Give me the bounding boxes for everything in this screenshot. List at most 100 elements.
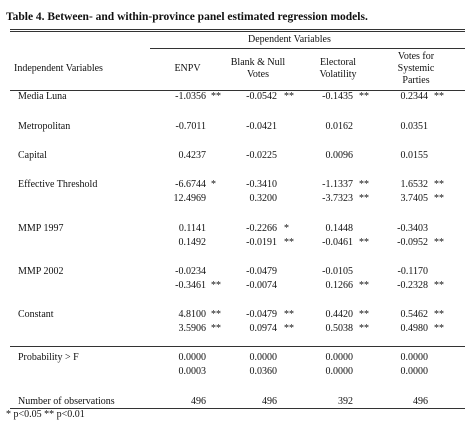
cell-value: -3.7323	[322, 193, 353, 204]
cell-value: -0.0461	[322, 237, 353, 248]
significance: **	[359, 280, 369, 291]
rule	[10, 90, 465, 91]
cell-value: 0.0360	[249, 366, 278, 377]
cell-value: -0.3410	[246, 179, 277, 190]
significance: **	[284, 91, 294, 102]
significance: **	[211, 323, 221, 334]
rule	[10, 346, 465, 347]
cell-value: 0.0000	[249, 352, 278, 363]
cell-value: 0.0000	[400, 366, 429, 377]
cell-value: 0.5462	[400, 309, 429, 320]
row-label: Effective Threshold	[18, 179, 98, 190]
cell-value: 0.4980	[400, 323, 429, 334]
significance: *	[211, 179, 216, 190]
cell-value: 0.1492	[178, 237, 207, 248]
significance: **	[434, 179, 444, 190]
significance: **	[434, 237, 444, 248]
cell-value: -0.0479	[246, 309, 277, 320]
significance: **	[284, 237, 294, 248]
cell-value: 1.6532	[400, 179, 429, 190]
cell-value: 0.0000	[178, 352, 207, 363]
row-label: Media Luna	[18, 91, 67, 102]
column-header: Electoral Volatility	[319, 57, 357, 80]
cell-value: -0.1170	[397, 266, 428, 277]
row-label: MMP 2002	[18, 266, 64, 277]
cell-value: 3.7405	[400, 193, 429, 204]
significance: **	[359, 91, 369, 102]
row-label: Metropolitan	[18, 121, 71, 132]
column-header: Independent Variables	[14, 63, 103, 74]
cell-value: 0.2344	[400, 91, 429, 102]
significance: **	[211, 91, 221, 102]
cell-value: 0.1448	[325, 223, 354, 234]
row-label: Probability > F	[18, 352, 79, 363]
cell-value: 12.4969	[173, 193, 207, 204]
cell-value: 0.4237	[178, 150, 207, 161]
cell-value: 0.0000	[325, 352, 354, 363]
significance: **	[284, 323, 294, 334]
significance: **	[434, 280, 444, 291]
table-title: Table 4. Between- and within-province pa…	[6, 11, 368, 23]
cell-value: 0.0000	[400, 352, 429, 363]
cell-value: -0.3403	[397, 223, 428, 234]
significance: **	[284, 309, 294, 320]
cell-value: -1.0356	[175, 91, 206, 102]
row-label: Capital	[18, 150, 47, 161]
significance: **	[359, 323, 369, 334]
cell-value: 496	[262, 396, 277, 407]
cell-value: -0.0191	[246, 237, 277, 248]
cell-value: 496	[191, 396, 206, 407]
significance: *	[284, 223, 289, 234]
cell-value: -0.0105	[322, 266, 353, 277]
cell-value: 0.0155	[400, 150, 429, 161]
rule	[10, 31, 465, 32]
significance: **	[359, 309, 369, 320]
cell-value: 0.0096	[325, 150, 354, 161]
cell-value: -0.0542	[246, 91, 277, 102]
cell-value: 0.0351	[400, 121, 429, 132]
cell-value: 0.0162	[325, 121, 354, 132]
significance: **	[211, 280, 221, 291]
cell-value: 392	[338, 396, 353, 407]
significance: **	[359, 193, 369, 204]
row-label: MMP 1997	[18, 223, 64, 234]
cell-value: 4.8100	[178, 309, 207, 320]
significance: **	[434, 193, 444, 204]
cell-value: -0.0234	[175, 266, 206, 277]
significance: **	[359, 237, 369, 248]
cell-value: -0.2328	[397, 280, 428, 291]
row-label: Number of observations	[18, 396, 115, 407]
cell-value: 0.0974	[249, 323, 278, 334]
cell-value: -6.6744	[175, 179, 206, 190]
cell-value: 0.3200	[249, 193, 278, 204]
cell-value: 0.0003	[178, 366, 207, 377]
cell-value: -1.1337	[322, 179, 353, 190]
cell-value: -0.1435	[322, 91, 353, 102]
cell-value: -0.0479	[246, 266, 277, 277]
significance: **	[434, 309, 444, 320]
footnote: * p<0.05 ** p<0.01	[6, 409, 85, 420]
rule	[10, 29, 465, 30]
cell-value: 496	[413, 396, 428, 407]
cell-value: -0.3461	[175, 280, 206, 291]
cell-value: -0.2266	[246, 223, 277, 234]
cell-value: -0.0225	[246, 150, 277, 161]
rule	[10, 408, 465, 409]
row-label: Constant	[18, 309, 54, 320]
significance: **	[211, 309, 221, 320]
cell-value: -0.7011	[175, 121, 206, 132]
cell-value: -0.0952	[397, 237, 428, 248]
group-header: Dependent Variables	[248, 34, 331, 45]
significance: **	[359, 179, 369, 190]
cell-value: -0.0421	[246, 121, 277, 132]
column-header: Votes for Systemic Parties	[397, 51, 435, 86]
cell-value: 0.1141	[178, 223, 206, 234]
cell-value: 0.0000	[325, 366, 354, 377]
cell-value: 3.5906	[178, 323, 207, 334]
rule	[150, 48, 465, 49]
cell-value: -0.0074	[246, 280, 277, 291]
significance: **	[434, 91, 444, 102]
cell-value: 0.1266	[325, 280, 354, 291]
column-header: ENPV	[174, 63, 201, 74]
